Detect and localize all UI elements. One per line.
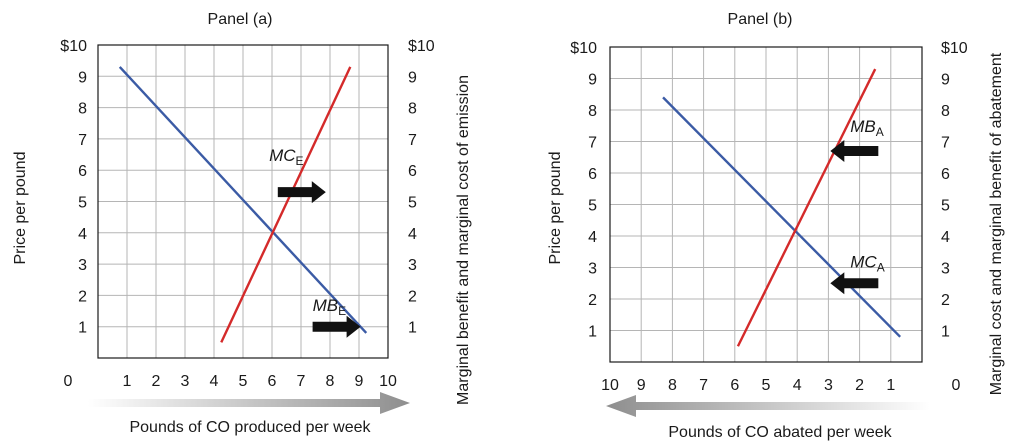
panel-b-y-tick-right: 8 — [941, 103, 950, 120]
panel-b-y-tick-right: 6 — [941, 166, 950, 183]
panel-b-y-tick: 1 — [588, 324, 597, 341]
panel-a-label-mc-e-main: MC — [269, 146, 296, 165]
panel-a-x-tick: 6 — [268, 373, 277, 390]
panel-b-y-tick: 5 — [588, 198, 597, 215]
panel-b-y-tick-right: 4 — [941, 229, 950, 246]
panel-a-arrow-mb-e — [312, 315, 361, 338]
panel-a-y-tick: 4 — [78, 226, 87, 243]
panel-b-line-mb-a — [736, 68, 877, 347]
panel-b-y-tick: 4 — [588, 229, 597, 246]
panel-a-y-tick-right: 9 — [408, 69, 417, 86]
panel-a-title: Panel (a) — [208, 11, 273, 28]
panel-a-x-tick: 10 — [379, 373, 397, 390]
panel-b-frame — [609, 46, 923, 363]
panel-b-y-tick: 3 — [588, 261, 597, 278]
panel-b-x-tick-origin: 0 — [952, 377, 961, 394]
panel-b-x-tick: 9 — [637, 377, 646, 394]
panel-b-y-tick: 2 — [588, 292, 597, 309]
panel-b-x-tick: 2 — [855, 377, 864, 394]
panel-b-label-mb-a-main: MB — [850, 117, 876, 136]
panel-b-label-mc-a-sub: A — [877, 261, 885, 275]
panel-b-label-mb-a-sub: A — [876, 125, 884, 139]
panel-b-y-tick: 7 — [588, 135, 597, 152]
panel-b-y-tick-right: 2 — [941, 292, 950, 309]
panel-a-x-tick: 1 — [123, 373, 132, 390]
panel-b: Panel (b) Price per pound Marginal cost … — [547, 11, 1005, 441]
panel-a-axis-arrow — [88, 392, 410, 414]
panel-b-x-tick: 8 — [668, 377, 677, 394]
panel-b-label-mc-a-main: MC — [850, 253, 877, 272]
panel-a-y-tick-right: 1 — [408, 320, 417, 337]
panel-a-label-mc-e: MCE — [269, 146, 303, 168]
panel-b-y-tick: 6 — [588, 166, 597, 183]
panel-a-xlabel: Pounds of CO produced per week — [129, 419, 371, 436]
panel-a-y-tick-right: 7 — [408, 132, 417, 149]
panel-b-x-tick: 7 — [699, 377, 708, 394]
panel-b-x-tick: 10 — [601, 377, 619, 394]
panel-b-xlabel: Pounds of CO abated per week — [668, 424, 892, 441]
panel-b-y-tick: 9 — [588, 72, 597, 89]
panel-a-x-tick: 8 — [326, 373, 335, 390]
panel-b-label-mb-a: MBA — [850, 117, 884, 139]
panel-a-y-tick-right: 2 — [408, 288, 417, 305]
panel-b-ylabel: Price per pound — [547, 152, 564, 265]
panel-a: Panel (a) Price per pound Marginal benef… — [12, 11, 472, 436]
panel-a-y-tick: $10 — [60, 38, 87, 55]
panel-b-y-tick-right: 9 — [941, 72, 950, 89]
panel-a-frame — [97, 44, 389, 359]
panel-a-line-mc-e — [220, 66, 352, 343]
panel-b-y-tick: 8 — [588, 103, 597, 120]
panel-a-y-tick: 9 — [78, 69, 87, 86]
panel-a-x-tick: 2 — [152, 373, 161, 390]
panel-b-y-tick-right: 7 — [941, 135, 950, 152]
panel-b-y-tick-right: $10 — [941, 40, 968, 57]
panel-b-title: Panel (b) — [728, 11, 793, 28]
panel-a-y-tick-right: 4 — [408, 226, 417, 243]
panel-a-x-tick: 9 — [355, 373, 364, 390]
panel-a-y-tick: 6 — [78, 163, 87, 180]
panel-b-x-tick: 5 — [762, 377, 771, 394]
panel-a-label-mb-e: MBE — [313, 296, 347, 318]
panel-a-y-tick-right: $10 — [408, 38, 435, 55]
panel-b-x-tick: 6 — [730, 377, 739, 394]
panel-a-y-tick: 7 — [78, 132, 87, 149]
panel-b-y-tick: $10 — [570, 40, 597, 57]
panel-a-y-tick-right: 3 — [408, 257, 417, 274]
panel-a-y-tick: 5 — [78, 195, 87, 212]
panel-a-x-tick: 4 — [210, 373, 219, 390]
panel-a-ylabel-right: Marginal benefit and marginal cost of em… — [455, 75, 472, 405]
panel-b-label-mc-a: MCA — [850, 253, 884, 275]
panel-a-x-tick: 5 — [239, 373, 248, 390]
panel-b-y-tick-right: 3 — [941, 261, 950, 278]
panel-a-y-tick-right: 8 — [408, 101, 417, 118]
panel-a-x-tick: 7 — [297, 373, 306, 390]
panel-b-x-tick: 3 — [824, 377, 833, 394]
panel-b-arrow-mc-a — [830, 272, 879, 295]
panel-b-x-tick: 4 — [793, 377, 802, 394]
panel-a-y-tick: 2 — [78, 288, 87, 305]
panel-a-y-tick-right: 5 — [408, 195, 417, 212]
panel-a-ylabel: Price per pound — [12, 152, 29, 265]
panel-b-axis-arrow — [606, 395, 930, 417]
panel-a-line-mb-e — [118, 66, 368, 334]
panel-a-y-tick: 8 — [78, 101, 87, 118]
panel-a-y-tick: 1 — [78, 320, 87, 337]
panel-a-label-mb-e-main: MB — [313, 296, 339, 315]
panel-b-arrow-mb-a — [830, 139, 879, 162]
panel-b-y-tick-right: 5 — [941, 198, 950, 215]
panel-a-y-tick: 3 — [78, 257, 87, 274]
panel-a-label-mc-e-sub: E — [296, 154, 304, 168]
panel-a-x-tick: 3 — [181, 373, 190, 390]
panel-a-arrow-mc-e — [277, 181, 326, 204]
panel-a-y-tick-right: 6 — [408, 163, 417, 180]
panel-a-label-mb-e-sub: E — [338, 304, 346, 318]
panel-b-x-tick: 1 — [886, 377, 895, 394]
panel-a-x-tick: 0 — [64, 373, 73, 390]
panel-b-ylabel-right: Marginal cost and marginal benefit of ab… — [988, 52, 1005, 395]
panel-b-line-mc-a — [662, 96, 902, 338]
panel-b-y-tick-right: 1 — [941, 324, 950, 341]
